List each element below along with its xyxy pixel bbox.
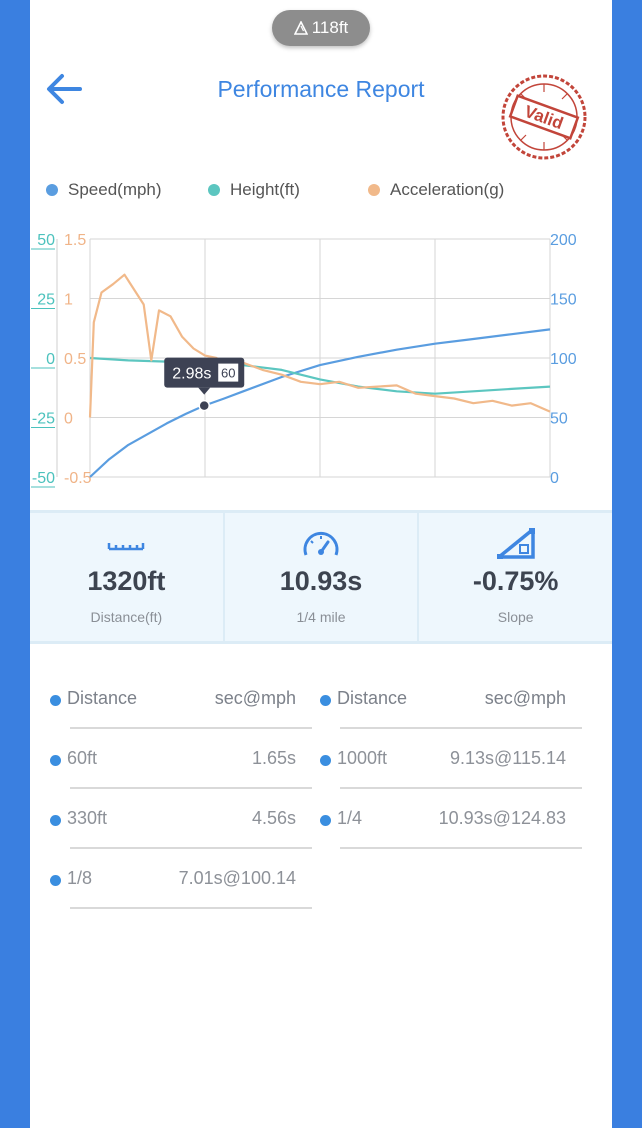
speed-series-line [89, 328, 551, 478]
header-value: sec@mph [214, 688, 296, 708]
speed-axis-tick: 200 [550, 232, 577, 249]
bullet-icon [50, 875, 61, 886]
split-row: 1/4 10.93s@124.83 [300, 780, 582, 849]
header-key: Distance [67, 688, 138, 708]
split-row: 330ft 4.56s [30, 780, 312, 849]
split-distance: 330ft [67, 808, 108, 828]
split-time: 4.56s [251, 808, 296, 828]
accel-axis-tick: -0.5 [64, 470, 92, 487]
stat-distance: 1320ft Distance(ft) [30, 513, 225, 641]
header-value: sec@mph [484, 688, 566, 708]
split-distance: 1/4 [337, 808, 363, 828]
split-time: 7.01s@100.14 [178, 868, 296, 888]
slope-icon [496, 528, 535, 559]
acceleration-series-line [88, 273, 551, 418]
height-axis-tick: 50 [37, 232, 55, 249]
accel-axis-tick: 0.5 [64, 351, 86, 368]
mountain-icon [293, 21, 308, 35]
distance-label: Distance(ft) [90, 609, 163, 625]
split-distance: 1/8 [67, 868, 93, 888]
tooltip-time: 2.98s [172, 366, 211, 383]
tooltip-value: 60 [221, 366, 235, 381]
splits-header-left: Distance sec@mph [30, 660, 312, 729]
legend-speed[interactable]: Speed(mph) [46, 180, 162, 200]
split-row: 60ft 1.65s [30, 720, 312, 789]
bullet-icon [320, 695, 331, 706]
stat-slope: -0.75% Slope [419, 513, 612, 641]
performance-chart[interactable]: 50 25 0 -25 -50 1.5 1 0.5 0 -0.5 200 150 100 50 0 2.98s… [30, 215, 612, 495]
height-axis-tick: -25 [32, 411, 55, 428]
row-divider [340, 727, 582, 729]
row-divider [70, 847, 312, 849]
split-time: 10.93s@124.83 [438, 808, 566, 828]
accel-axis-tick: 1.5 [64, 232, 86, 249]
chart-legend: Speed(mph) Height(ft) Acceleration(g) [46, 180, 586, 202]
split-time: 9.13s@115.14 [449, 748, 566, 768]
legend-height[interactable]: Height(ft) [208, 180, 300, 200]
slope-value: -0.75% [472, 566, 559, 596]
row-divider [340, 787, 582, 789]
speed-axis-tick: 100 [550, 351, 577, 368]
height-axis-tick: 0 [46, 351, 55, 368]
speed-axis-tick: 0 [550, 470, 559, 487]
legend-height-label: Height(ft) [230, 180, 300, 199]
elevation-label: 118ft [311, 18, 349, 37]
accel-axis-tick: 1 [64, 292, 73, 309]
height-axis-tick: 25 [37, 292, 55, 309]
speed-dot-icon [46, 184, 58, 196]
legend-acceleration[interactable]: Acceleration(g) [368, 180, 504, 200]
quarter-mile-label: 1/4 mile [296, 609, 346, 625]
splits-table: Distance sec@mph Distance sec@mph 60ft 1… [30, 660, 612, 940]
back-arrow-icon[interactable] [44, 72, 84, 106]
row-divider [70, 787, 312, 789]
bullet-icon [320, 815, 331, 826]
row-divider [340, 847, 582, 849]
page-title: Performance Report [217, 76, 425, 102]
header-key: Distance [337, 688, 408, 708]
split-distance: 60ft [67, 748, 98, 768]
splits-header-right: Distance sec@mph [300, 660, 582, 729]
accel-axis-tick: 0 [64, 411, 73, 428]
split-row: 1/8 7.01s@100.14 [30, 840, 312, 909]
speed-axis-tick: 150 [550, 292, 577, 309]
stat-quarter-mile: 10.93s 1/4 mile [225, 513, 420, 641]
tooltip-point [198, 399, 210, 412]
elevation-badge: 118ft [272, 10, 370, 46]
valid-stamp-icon: Valid [501, 74, 587, 160]
bullet-icon [320, 755, 331, 766]
speed-axis-tick: 50 [550, 411, 568, 428]
acceleration-dot-icon [368, 184, 380, 196]
split-distance: 1000ft [337, 748, 388, 768]
tooltip-value-box [218, 363, 239, 382]
speedometer-icon [303, 532, 339, 556]
legend-speed-label: Speed(mph) [68, 180, 162, 199]
bullet-icon [50, 815, 61, 826]
bullet-icon [50, 695, 61, 706]
height-dot-icon [208, 184, 220, 196]
row-divider [70, 907, 312, 909]
quarter-mile-value: 10.93s [279, 566, 363, 596]
row-divider [70, 727, 312, 729]
ruler-icon [108, 543, 145, 551]
legend-acceleration-label: Acceleration(g) [390, 180, 505, 199]
summary-stats: 1320ft Distance(ft) 10.93s 1/4 mile -0.7… [30, 510, 612, 644]
slope-label: Slope [497, 609, 534, 625]
split-row: 1000ft 9.13s@115.14 [300, 720, 582, 789]
tooltip-pointer [198, 387, 211, 395]
distance-value: 1320ft [87, 566, 166, 596]
bullet-icon [50, 755, 61, 766]
split-time: 1.65s [251, 748, 296, 768]
height-axis-tick: -50 [32, 470, 55, 487]
